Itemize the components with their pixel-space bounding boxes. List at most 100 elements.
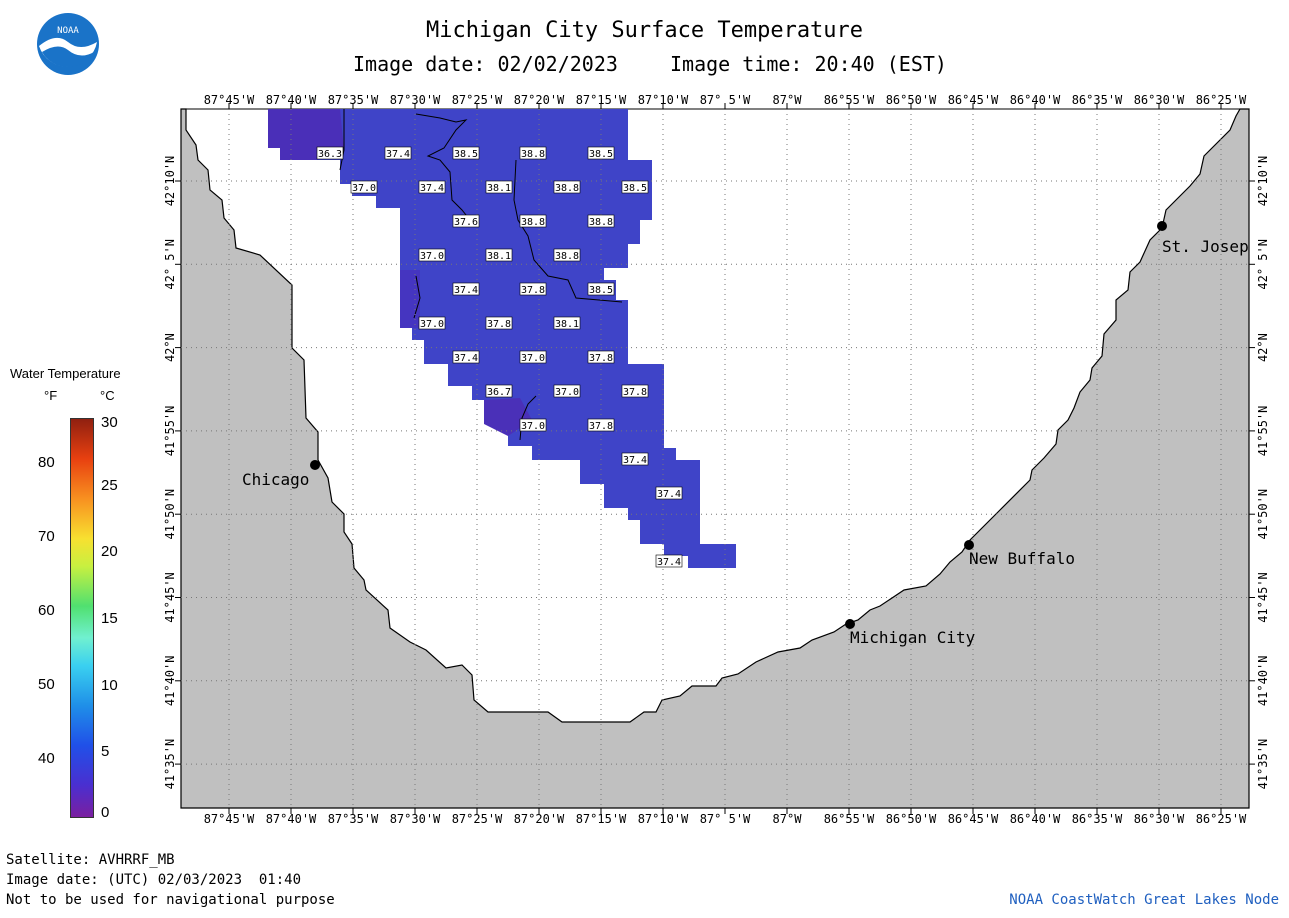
temperature-label: 37.0 xyxy=(418,316,446,330)
lon-label: 86°40'W xyxy=(1010,93,1061,107)
map-title: Michigan City Surface Temperature xyxy=(425,18,864,43)
svg-text:37.4: 37.4 xyxy=(386,149,410,160)
svg-text:37.4: 37.4 xyxy=(657,557,681,568)
svg-text:37.8: 37.8 xyxy=(623,387,647,398)
lon-label: 87°40'W xyxy=(266,812,317,826)
lon-label: 86°50'W xyxy=(886,93,937,107)
svg-text:36.3: 36.3 xyxy=(318,149,342,160)
image-time: Image time: 20:40 (EST) xyxy=(670,52,947,76)
temperature-label: 38.8 xyxy=(519,214,547,228)
temperature-label: 37.8 xyxy=(485,316,513,330)
lon-label: 87°45'W xyxy=(204,812,255,826)
temperature-label: 38.8 xyxy=(553,180,581,194)
svg-text:37.6: 37.6 xyxy=(454,217,478,228)
lat-label: 41°50'N xyxy=(163,489,177,540)
svg-text:New Buffalo: New Buffalo xyxy=(969,549,1075,568)
lon-label: 87°30'W xyxy=(390,93,441,107)
svg-text:37.4: 37.4 xyxy=(454,285,478,296)
svg-text:38.1: 38.1 xyxy=(487,251,511,262)
temperature-label: 37.0 xyxy=(519,418,547,432)
city-markers: Chicago St. Josep New Buffalo Michigan City xyxy=(242,221,1249,647)
lat-label: 41°45'N xyxy=(1256,572,1270,623)
temperature-label: 37.4 xyxy=(655,486,683,500)
svg-text:37.0: 37.0 xyxy=(420,319,444,330)
logo-text: NOAA xyxy=(57,26,79,36)
svg-text:Chicago: Chicago xyxy=(242,470,309,489)
footer-utc-date: Image date: (UTC) 02/03/2023 01:40 xyxy=(6,872,302,888)
temperature-label: 38.8 xyxy=(519,146,547,160)
legend-unit-f: °F xyxy=(44,388,58,403)
lat-label: 41°35'N xyxy=(163,739,177,790)
svg-text:37.0: 37.0 xyxy=(521,421,545,432)
svg-text:38.8: 38.8 xyxy=(521,149,545,160)
svg-text:37.0: 37.0 xyxy=(420,251,444,262)
legend-c-tick: 20 xyxy=(101,543,118,560)
svg-text:38.8: 38.8 xyxy=(589,217,613,228)
city-chicago: Chicago xyxy=(242,460,320,489)
lon-label: 87° 5'W xyxy=(700,93,751,107)
temperature-label: 37.8 xyxy=(519,282,547,296)
temperature-label: 37.0 xyxy=(418,248,446,262)
legend-f-tick: 50 xyxy=(38,676,55,693)
lon-label: 86°25'W xyxy=(1196,812,1247,826)
svg-text:38.5: 38.5 xyxy=(589,149,613,160)
lon-label: 86°45'W xyxy=(948,812,999,826)
lat-label: 41°45'N xyxy=(163,572,177,623)
lon-label: 87°30'W xyxy=(390,812,441,826)
temperature-label: 38.1 xyxy=(553,316,581,330)
temperature-label: 38.8 xyxy=(587,214,615,228)
lon-labels-top: 87°45'W 87°40'W 87°35'W 87°30'W 87°25'W 87°20… xyxy=(204,93,1247,107)
legend-c-tick: 30 xyxy=(101,414,118,431)
temperature-label: 38.5 xyxy=(621,180,649,194)
legend-f-tick: 80 xyxy=(38,454,55,471)
city-michigan-city: Michigan City xyxy=(845,619,976,647)
temperature-label: 37.6 xyxy=(452,214,480,228)
legend-f-tick: 40 xyxy=(38,750,55,767)
lon-label: 87°25'W xyxy=(452,812,503,826)
lon-label: 86°25'W xyxy=(1196,93,1247,107)
temperature-label: 38.5 xyxy=(587,282,615,296)
temperature-label: 37.8 xyxy=(587,418,615,432)
lon-label: 87°15'W xyxy=(576,93,627,107)
temperature-label: 38.1 xyxy=(485,180,513,194)
svg-text:37.4: 37.4 xyxy=(420,183,444,194)
temperature-label: 37.4 xyxy=(621,452,649,466)
svg-text:38.8: 38.8 xyxy=(521,217,545,228)
temperature-label: 38.5 xyxy=(452,146,480,160)
legend-unit-c: °C xyxy=(100,388,115,403)
lat-label: 41°55'N xyxy=(163,406,177,457)
temperature-label: 36.3 xyxy=(316,146,344,160)
city-new-buffalo: New Buffalo xyxy=(964,540,1075,568)
temperature-label: 38.8 xyxy=(553,248,581,262)
lat-label: 41°50'N xyxy=(1256,489,1270,540)
temperature-colorbar xyxy=(70,418,94,818)
temperature-label: 37.8 xyxy=(621,384,649,398)
lat-label: 42° 5'N xyxy=(163,239,177,290)
svg-text:38.1: 38.1 xyxy=(487,183,511,194)
legend-c-tick: 10 xyxy=(101,677,118,694)
svg-text:36.7: 36.7 xyxy=(487,387,511,398)
lon-label: 87°35'W xyxy=(328,93,379,107)
lat-labels-right: 42°10'N 42° 5'N 42°N 41°55'N 41°50'N 41°45'N 4… xyxy=(1256,156,1270,790)
lon-label: 86°30'W xyxy=(1134,812,1185,826)
lon-label: 87°10'W xyxy=(638,93,689,107)
legend-c-tick: 15 xyxy=(101,610,118,627)
lon-label: 87° 5'W xyxy=(700,812,751,826)
temperature-label: 37.4 xyxy=(418,180,446,194)
lon-label: 86°50'W xyxy=(886,812,937,826)
svg-text:38.5: 38.5 xyxy=(623,183,647,194)
lon-label: 87°40'W xyxy=(266,93,317,107)
svg-text:37.0: 37.0 xyxy=(521,353,545,364)
footer-credit: NOAA CoastWatch Great Lakes Node xyxy=(1009,892,1279,908)
lon-label: 86°30'W xyxy=(1134,93,1185,107)
footer-satellite: Satellite: AVHRRF_MB xyxy=(6,852,175,868)
legend-title: Water Temperature xyxy=(10,366,121,381)
lon-label: 86°35'W xyxy=(1072,93,1123,107)
lon-label: 87°25'W xyxy=(452,93,503,107)
lon-label: 86°40'W xyxy=(1010,812,1061,826)
svg-text:37.8: 37.8 xyxy=(589,353,613,364)
lon-label: 87°10'W xyxy=(638,812,689,826)
lat-label: 41°35'N xyxy=(1256,739,1270,790)
city-st-josep: St. Josep xyxy=(1157,221,1249,256)
